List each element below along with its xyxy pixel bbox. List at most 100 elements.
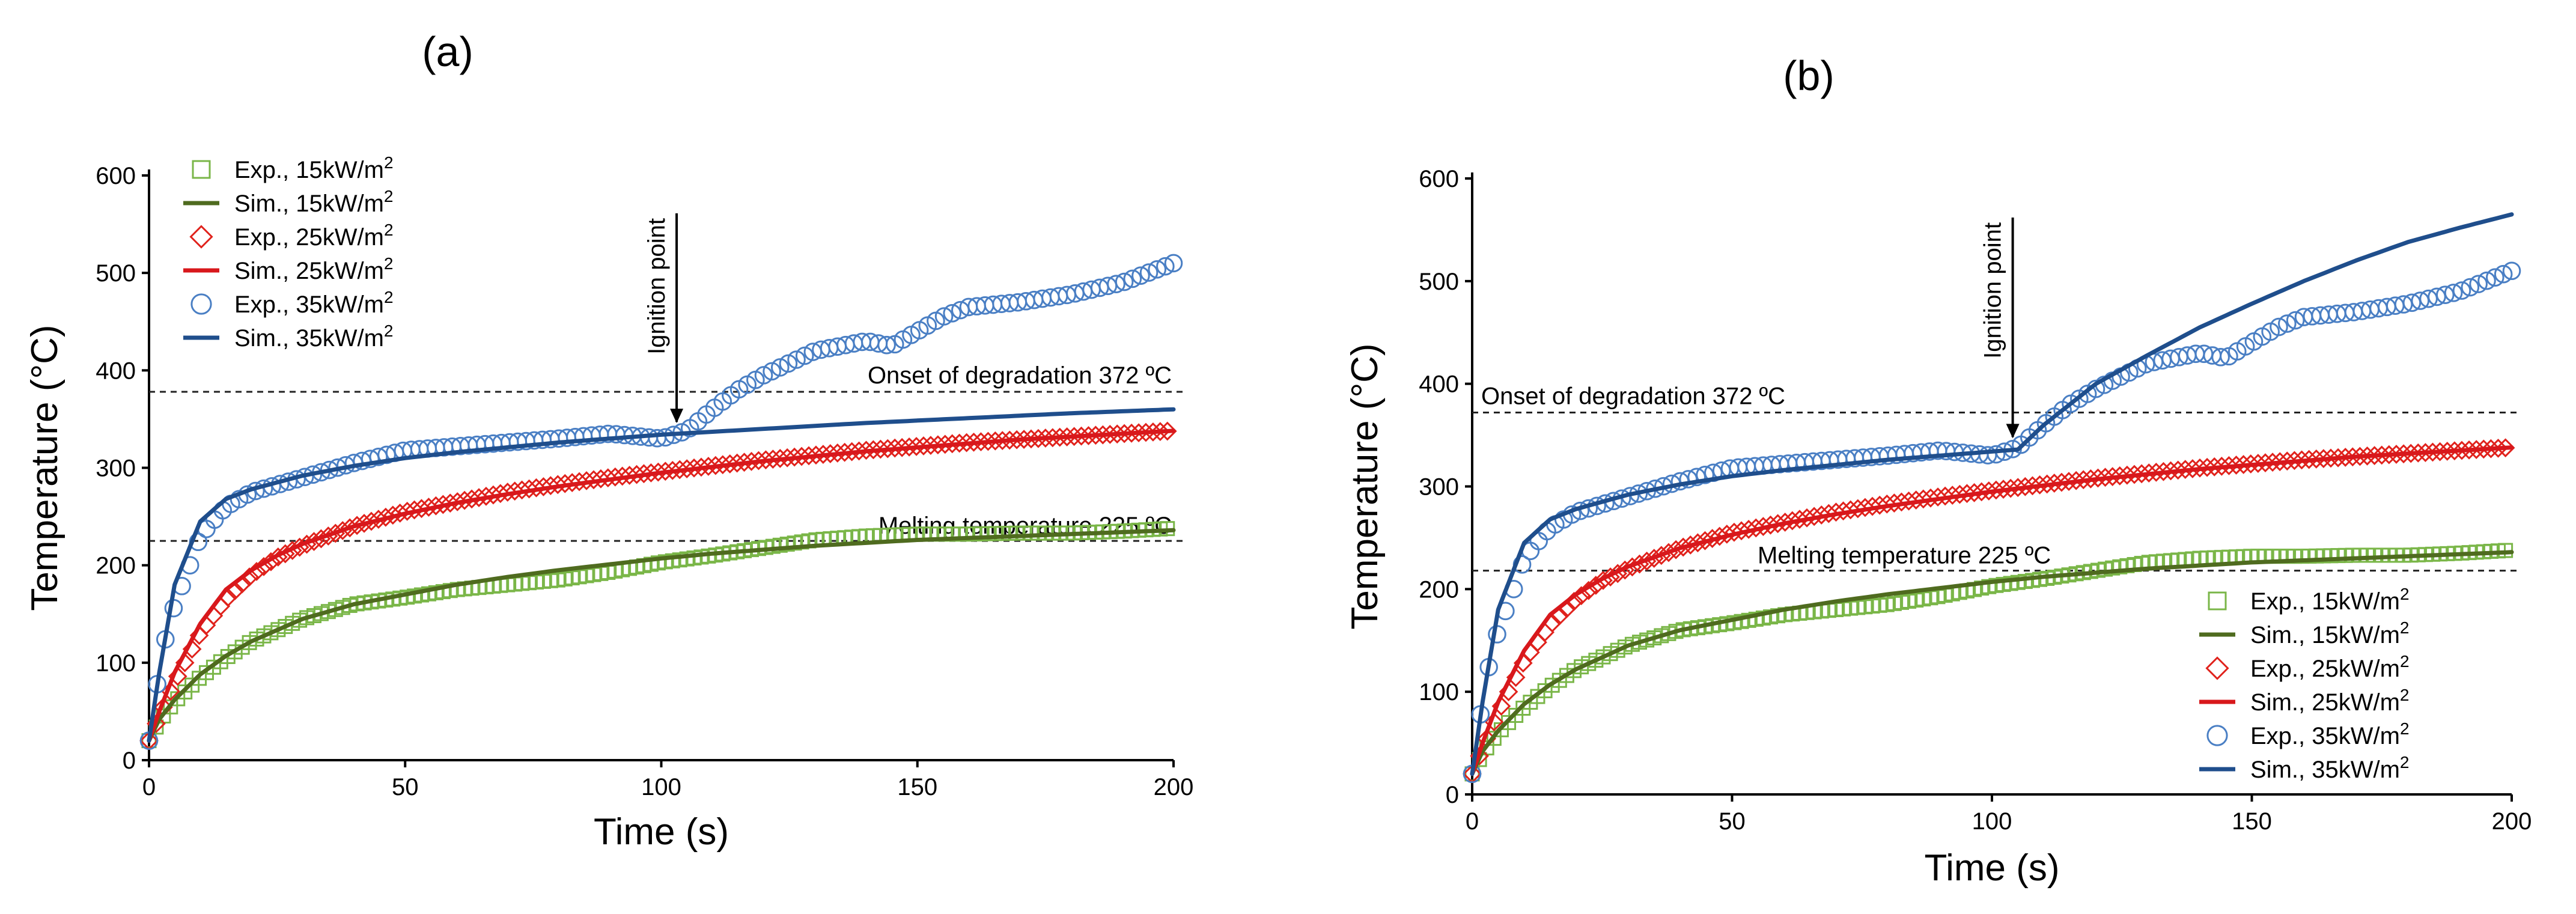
legend-label-text: Sim., 35kW/m [2250, 757, 2400, 783]
data-point [928, 435, 948, 455]
data-point [2402, 293, 2422, 312]
data-point [1014, 430, 1034, 449]
legend-label: Sim., 35kW/m2 [234, 321, 393, 352]
data-point [2205, 457, 2224, 477]
data-point [756, 450, 776, 470]
data-point [1036, 428, 1055, 448]
y-tick-label: 400 [1419, 371, 1459, 398]
data-point [2226, 455, 2246, 475]
legend-label: Exp., 15kW/m2 [234, 153, 394, 183]
data-point [1164, 254, 1183, 273]
data-point [749, 451, 769, 471]
data-point [856, 440, 876, 460]
data-point [591, 469, 611, 489]
data-point [827, 443, 847, 463]
data-point [1899, 491, 1919, 511]
data-point [1136, 422, 1156, 442]
data-point [1115, 424, 1134, 443]
data-point [2328, 448, 2348, 468]
data-point [1107, 275, 1125, 294]
legend-label-sup: 2 [384, 288, 394, 306]
data-point [1129, 423, 1148, 443]
y-tick-label: 400 [96, 358, 136, 384]
y-tick-label: 200 [1419, 576, 1459, 603]
chart-panel-a: (a) 0 100 200 300 400 500 600 0 50 100 150 200 Time (… [24, 28, 1193, 853]
data-point [1906, 490, 1926, 510]
data-point [2168, 460, 2188, 480]
data-point [814, 445, 833, 464]
data-point [1086, 425, 1106, 445]
data-point [1695, 531, 1715, 550]
data-point [1921, 488, 1940, 508]
legend-label-sup: 2 [2400, 585, 2410, 603]
legend-swatch [189, 225, 213, 249]
y-axis-label: Temperature (°C) [1344, 343, 1386, 629]
data-point [2183, 459, 2202, 478]
data-point [2132, 464, 2151, 484]
chart-panel-b: (b) 0 100 200 300 400 500 600 0 50 100 150 200 Time (… [1344, 52, 2532, 889]
data-point [692, 457, 711, 477]
legend-label-sup: 2 [2400, 618, 2410, 637]
data-point [799, 446, 818, 466]
data-point [2154, 462, 2173, 481]
data-point [2197, 457, 2217, 477]
data-point [2249, 454, 2268, 473]
data-point [2081, 469, 2101, 489]
legend-label-text: Exp., 15kW/m [2250, 588, 2400, 615]
data-point [2444, 284, 2463, 302]
data-point [2502, 261, 2521, 281]
legend-label-text: Sim., 15kW/m [2250, 622, 2400, 648]
data-point [1143, 422, 1163, 442]
legend-label-sup: 2 [2400, 753, 2410, 772]
legend-label-sup: 2 [384, 153, 394, 172]
data-point [2408, 443, 2428, 463]
legend-label: Exp., 35kW/m2 [234, 288, 394, 318]
data-point [1050, 427, 1070, 447]
data-point [1064, 427, 1084, 446]
data-point [877, 335, 896, 355]
data-point [699, 457, 718, 476]
legend-label: Sim., 35kW/m2 [2250, 753, 2409, 783]
panel-label: (b) [1783, 52, 1835, 99]
data-point [1877, 494, 1897, 514]
data-point [2423, 442, 2443, 462]
data-point [1687, 468, 1706, 487]
data-point [2428, 287, 2446, 306]
data-point [2452, 440, 2471, 460]
data-point [577, 471, 596, 490]
data-point [971, 432, 991, 452]
data-point [2444, 441, 2464, 461]
data-point [1156, 257, 1175, 276]
data-point [935, 434, 955, 454]
data-point [993, 431, 1012, 450]
data-point [806, 445, 826, 465]
data-point [1950, 484, 1970, 504]
data-point [2190, 458, 2209, 478]
data-point [2088, 468, 2108, 488]
data-point [2161, 461, 2181, 481]
series-line [147, 428, 1176, 743]
data-point [1994, 480, 2013, 499]
data-point [584, 470, 603, 490]
data-point [2435, 285, 2455, 304]
reference-line-label: Melting temperature 225 ºC [1758, 543, 2051, 569]
data-point [2306, 449, 2326, 469]
legend-label-sup: 2 [2400, 719, 2410, 738]
data-point [2394, 444, 2413, 464]
data-point [914, 436, 933, 455]
y-tick-label: 0 [123, 748, 136, 774]
series-line [147, 407, 1176, 743]
legend-swatch [2205, 656, 2229, 680]
legend-label-sup: 2 [384, 321, 394, 340]
data-point [2008, 478, 2028, 498]
data-point [842, 442, 862, 462]
data-point [727, 453, 747, 473]
data-point [555, 474, 575, 493]
data-point [2437, 442, 2457, 461]
x-tick-label: 50 [392, 774, 419, 800]
series-line [1470, 550, 2514, 776]
y-tick-label: 300 [96, 455, 136, 482]
legend-swatch [2208, 591, 2227, 611]
y-tick-label: 600 [1419, 166, 1459, 192]
x-tick-label: 50 [1719, 808, 1746, 835]
